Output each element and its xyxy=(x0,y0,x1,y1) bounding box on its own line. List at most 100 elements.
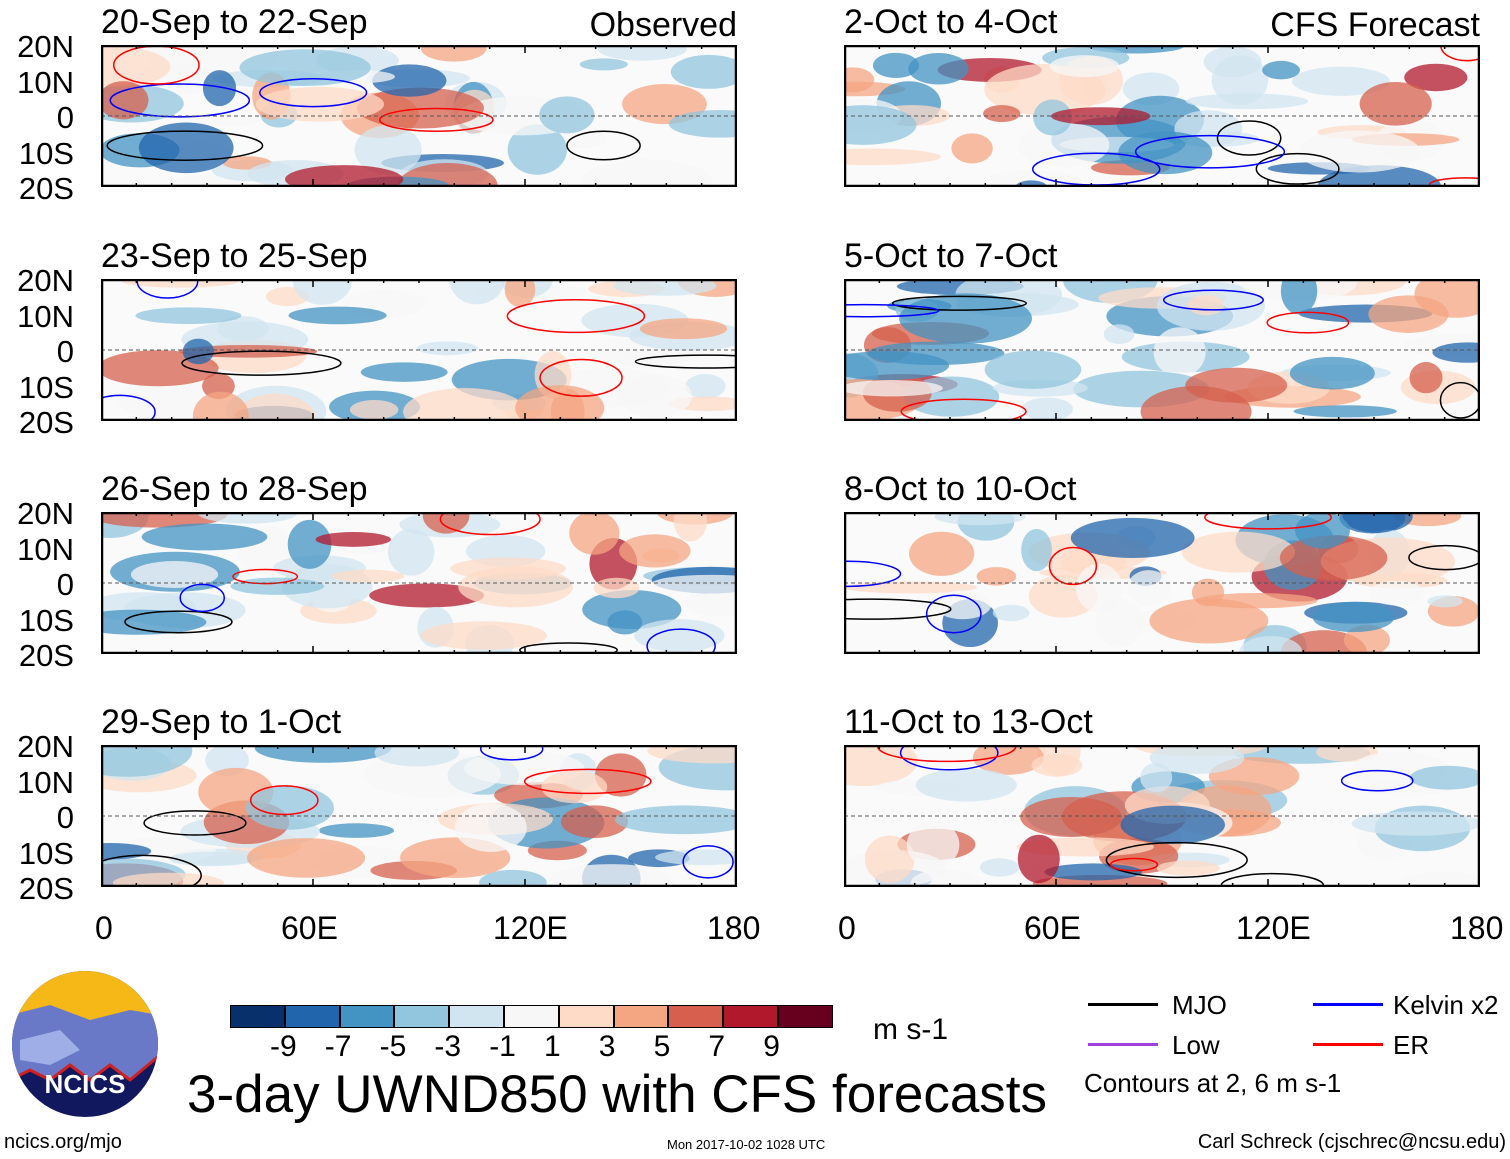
anomaly-shading xyxy=(899,293,1033,344)
wave-contour xyxy=(1439,381,1480,419)
anomaly-shading xyxy=(1140,762,1173,793)
figure-title: 3-day UWND850 with CFS forecasts xyxy=(187,1065,1048,1124)
wave-contour xyxy=(682,845,734,879)
anomaly-shading xyxy=(639,318,728,340)
anomaly-shading xyxy=(844,745,918,787)
anomaly-shading xyxy=(374,745,460,767)
wave-contour xyxy=(1109,857,1159,872)
anomaly-shading xyxy=(507,124,567,175)
anomaly-shading xyxy=(1021,397,1073,421)
anomaly-shading xyxy=(910,869,982,887)
anomaly-shading xyxy=(844,67,875,93)
wave-contour xyxy=(1216,120,1282,156)
anomaly-shading xyxy=(293,279,352,305)
anomaly-shading xyxy=(1409,362,1443,394)
panel-title: 23-Sep to 25-Sep xyxy=(101,237,368,275)
anomaly-shading xyxy=(634,619,725,652)
wave-contour xyxy=(1255,152,1340,185)
anomaly-shading xyxy=(360,362,448,382)
anomaly-shading xyxy=(979,858,1020,877)
anomaly-shading xyxy=(454,803,527,853)
anomaly-shading xyxy=(1149,598,1269,644)
colorbar-swatch xyxy=(394,1005,450,1028)
colorbar-tick-label: 9 xyxy=(763,1030,780,1063)
anomaly-shading xyxy=(983,105,1021,123)
anomaly-shading xyxy=(1262,60,1300,80)
anomaly-shading xyxy=(668,109,737,138)
map-panel xyxy=(101,512,737,654)
anomaly-shading xyxy=(422,512,470,534)
ncics-logo: NCICS xyxy=(12,971,158,1117)
anomaly-shading xyxy=(1280,279,1318,315)
anomaly-shading xyxy=(1181,531,1296,573)
anomaly-shading xyxy=(101,609,207,635)
anomaly-shading xyxy=(1359,81,1432,126)
anomaly-shading xyxy=(239,49,371,87)
anomaly-shading xyxy=(1293,405,1397,418)
anomaly-shading xyxy=(1203,46,1262,78)
anomaly-shading xyxy=(233,393,317,421)
anomaly-shading xyxy=(906,820,960,869)
footer-credit: Carl Schreck (cjschrec@ncsu.edu) xyxy=(1197,1131,1506,1153)
anomaly-shading xyxy=(246,838,366,878)
anomaly-shading xyxy=(597,45,687,61)
anomaly-shading xyxy=(450,557,567,580)
anomaly-shading xyxy=(349,400,399,420)
lat-tick-label: 20S xyxy=(18,871,74,906)
anomaly-shading xyxy=(192,391,249,421)
lon-tick-label: 180 xyxy=(707,910,761,946)
anomaly-shading xyxy=(647,745,737,764)
anomaly-shading xyxy=(1049,55,1120,78)
wave-contour xyxy=(523,768,652,795)
anomaly-shading xyxy=(619,534,691,568)
anomaly-shading xyxy=(934,512,1026,526)
anomaly-shading xyxy=(1312,601,1395,633)
wave-contour xyxy=(844,598,952,620)
anomaly-shading xyxy=(650,574,737,594)
lon-tick-label: 60E xyxy=(281,910,338,946)
anomaly-shading xyxy=(1295,512,1350,549)
wave-contour xyxy=(259,77,368,108)
lon-tick-label: 120E xyxy=(1236,910,1311,946)
anomaly-shading xyxy=(416,341,478,356)
anomaly-shading xyxy=(682,590,737,617)
wave-contour xyxy=(844,303,940,318)
anomaly-shading xyxy=(403,388,527,421)
panel-title: 2-Oct to 4-Oct xyxy=(844,3,1058,41)
anomaly-shading xyxy=(1279,535,1388,581)
lat-tick-label: 20N xyxy=(17,729,74,764)
footer-url[interactable]: ncics.org/mjo xyxy=(4,1131,122,1153)
anomaly-shading xyxy=(1432,342,1480,363)
anomaly-shading xyxy=(844,380,943,397)
anomaly-shading xyxy=(1351,811,1480,836)
lat-tick-label: 20N xyxy=(17,263,74,298)
wave-contour xyxy=(101,394,156,421)
anomaly-shading xyxy=(372,64,447,97)
anomaly-shading xyxy=(369,583,485,608)
wave-contour xyxy=(232,568,299,585)
wave-contour xyxy=(1204,512,1332,530)
footer-timestamp: Mon 2017-10-02 1028 UTC xyxy=(667,1137,826,1152)
lat-tick-label: 20N xyxy=(17,29,74,64)
wave-contour xyxy=(1048,546,1098,586)
map-panel xyxy=(844,745,1480,887)
anomaly-shading xyxy=(614,805,737,835)
anomaly-shading xyxy=(1017,122,1110,168)
anomaly-shading xyxy=(168,851,255,867)
anomaly-shading xyxy=(1050,107,1151,126)
anomaly-shading xyxy=(872,52,920,79)
wave-contour xyxy=(900,398,1027,421)
panel-title: 20-Sep to 22-Sep xyxy=(101,3,368,41)
anomaly-shading xyxy=(1021,528,1052,572)
anomaly-shading xyxy=(951,133,993,164)
anomaly-shading xyxy=(1185,93,1309,110)
anomaly-shading xyxy=(595,753,647,797)
anomaly-shading xyxy=(582,590,682,630)
map-panel xyxy=(844,512,1480,654)
lon-tick-label: 0 xyxy=(95,910,113,946)
anomaly-shading xyxy=(1298,130,1421,173)
anomaly-shading xyxy=(1017,834,1060,884)
wave-contour xyxy=(439,512,541,536)
anomaly-shading xyxy=(984,63,1106,116)
anomaly-shading xyxy=(138,122,234,174)
